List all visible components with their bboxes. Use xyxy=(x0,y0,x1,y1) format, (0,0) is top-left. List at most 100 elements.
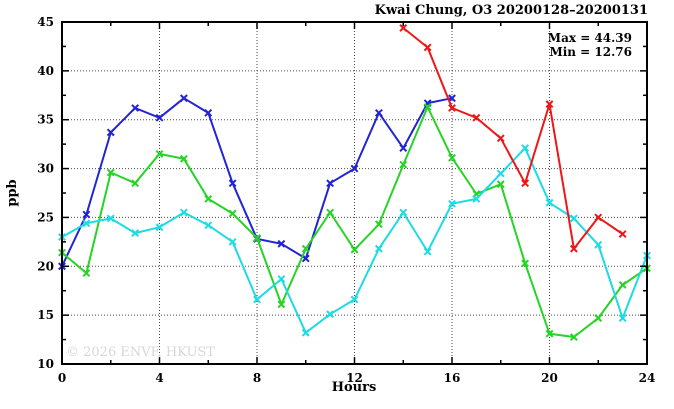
marker-stroke xyxy=(82,219,91,228)
blue-line-marker xyxy=(350,164,359,173)
marker-stroke xyxy=(155,223,164,232)
blue-line-marker xyxy=(228,179,237,188)
green-line-marker xyxy=(448,153,456,162)
marker-stroke xyxy=(399,160,408,169)
cyan-line-marker xyxy=(326,310,335,319)
marker-stroke xyxy=(155,113,164,122)
marker-stroke xyxy=(618,230,627,238)
marker-stroke xyxy=(545,100,554,108)
y-axis-label: ppb xyxy=(5,179,20,206)
blue-line-marker xyxy=(399,144,408,152)
green-line-marker xyxy=(82,269,91,278)
marker-stroke xyxy=(131,179,140,188)
green-line-marker xyxy=(569,333,578,341)
green-line-marker xyxy=(496,180,505,189)
y-tick-label: 30 xyxy=(37,162,54,176)
marker-stroke xyxy=(594,240,603,249)
marker-stroke xyxy=(374,244,383,253)
marker-stroke xyxy=(277,300,286,309)
red-line-marker xyxy=(594,213,603,222)
green-line-marker xyxy=(106,168,115,177)
red-line-marker xyxy=(618,230,627,238)
marker-stroke xyxy=(228,237,237,246)
green-line-marker xyxy=(618,280,627,289)
y-tick-label: 10 xyxy=(37,357,54,371)
green-line-marker xyxy=(521,259,530,268)
cyan-line-marker xyxy=(301,328,310,337)
marker-stroke xyxy=(350,245,359,254)
marker-stroke xyxy=(545,329,554,338)
marker-stroke xyxy=(545,198,554,207)
green-line-marker xyxy=(179,154,188,163)
marker-stroke xyxy=(521,144,530,152)
green-line-marker xyxy=(350,245,359,254)
cyan-line-marker xyxy=(472,194,481,203)
cyan-line-marker xyxy=(423,247,432,256)
marker-stroke xyxy=(496,180,505,189)
marker-stroke xyxy=(106,128,115,137)
blue-line-marker xyxy=(204,108,213,117)
cyan-line-marker xyxy=(448,199,456,208)
blue-line-marker xyxy=(155,113,164,122)
marker-stroke xyxy=(618,280,627,289)
y-tick-label: 25 xyxy=(37,210,54,224)
marker-stroke xyxy=(496,169,505,178)
cyan-line-marker xyxy=(131,229,140,237)
cyan-line-marker xyxy=(521,144,530,152)
y-tick-label: 15 xyxy=(37,308,54,322)
marker-stroke xyxy=(399,24,408,32)
marker-stroke xyxy=(131,104,140,112)
marker-stroke xyxy=(521,259,530,268)
marker-stroke xyxy=(204,194,213,203)
red-line-marker xyxy=(472,113,481,122)
marker-stroke xyxy=(374,220,383,229)
x-tick-label: 24 xyxy=(639,371,656,385)
marker-stroke xyxy=(472,113,481,122)
marker-stroke xyxy=(131,229,140,237)
marker-stroke xyxy=(618,314,627,322)
cyan-line-marker xyxy=(82,219,91,228)
marker-stroke xyxy=(179,208,188,217)
x-tick-label: 16 xyxy=(444,371,461,385)
cyan-line-marker xyxy=(496,169,505,178)
x-axis-label: Hours xyxy=(332,380,377,395)
marker-stroke xyxy=(155,150,164,158)
green-line-marker xyxy=(399,160,408,169)
y-tick-label: 20 xyxy=(37,259,54,273)
marker-stroke xyxy=(423,43,432,52)
marker-stroke xyxy=(326,310,335,319)
green-line-marker xyxy=(131,179,140,188)
green-line-marker xyxy=(277,300,286,309)
marker-stroke xyxy=(374,108,383,117)
marker-stroke xyxy=(496,134,505,143)
blue-line-marker xyxy=(301,254,310,263)
x-tick-label: 4 xyxy=(155,371,163,385)
max-annotation: Max = 44.39 xyxy=(548,31,632,45)
marker-stroke xyxy=(423,103,432,111)
series-green-line xyxy=(58,103,651,341)
marker-stroke xyxy=(594,314,603,322)
grid-layer xyxy=(62,22,647,364)
series-layer xyxy=(58,24,651,341)
cyan-line-marker xyxy=(569,214,578,223)
blue-line-marker xyxy=(179,94,188,103)
cyan-line-marker xyxy=(179,208,188,217)
watermark: © 2026 ENVF, HKUST xyxy=(66,345,215,360)
red-line-marker xyxy=(545,100,554,108)
marker-stroke xyxy=(228,179,237,188)
min-annotation: Min = 12.76 xyxy=(549,45,632,59)
y-tick-label: 40 xyxy=(37,64,54,78)
marker-stroke xyxy=(301,328,310,337)
blue-line-marker xyxy=(106,128,115,137)
blue-line-marker xyxy=(326,179,335,188)
cyan-line-marker xyxy=(374,244,383,253)
green-line-marker xyxy=(326,208,335,217)
marker-stroke xyxy=(253,234,261,242)
red-line-marker xyxy=(423,43,432,52)
cyan-line-marker xyxy=(228,237,237,246)
marker-stroke xyxy=(350,295,359,304)
marker-stroke xyxy=(301,244,310,253)
green-line-marker xyxy=(374,220,383,229)
